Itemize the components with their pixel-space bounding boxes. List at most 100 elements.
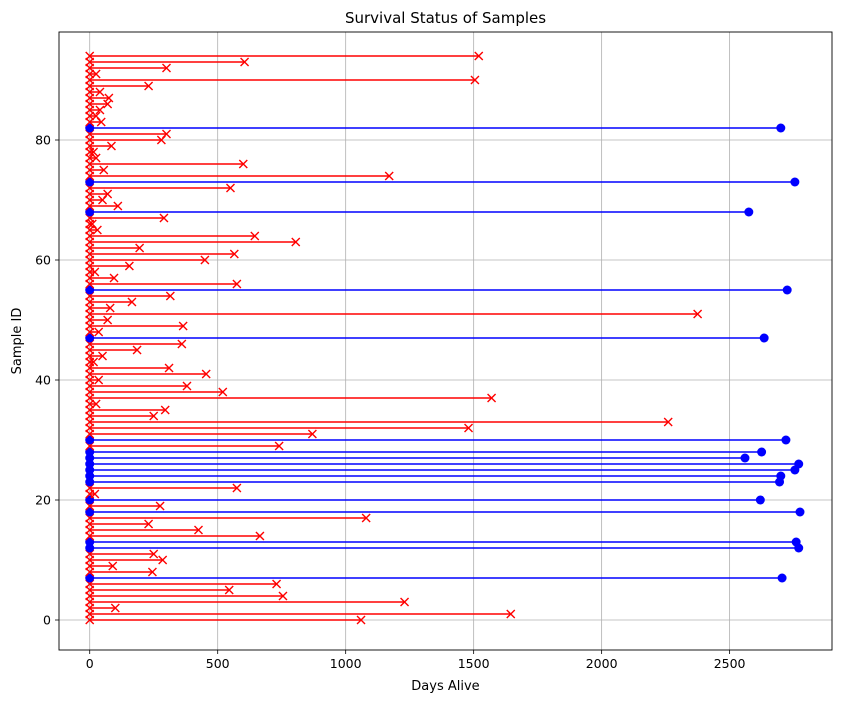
sample-18 bbox=[85, 507, 805, 517]
deceased-marker bbox=[272, 579, 282, 589]
sample-series bbox=[85, 51, 805, 625]
deceased-marker bbox=[113, 201, 123, 211]
deceased-marker bbox=[250, 231, 260, 241]
x-tick-label: 0 bbox=[86, 656, 94, 671]
deceased-marker bbox=[135, 243, 145, 253]
deceased-marker bbox=[291, 237, 301, 247]
start-marker bbox=[85, 447, 95, 457]
deceased-marker bbox=[162, 63, 171, 73]
sample-42 bbox=[85, 363, 174, 373]
deceased-marker bbox=[274, 441, 284, 451]
sample-13 bbox=[85, 537, 801, 547]
deceased-marker bbox=[178, 321, 188, 331]
plot-frame bbox=[58, 31, 833, 651]
deceased-marker bbox=[132, 345, 142, 355]
sample-34 bbox=[85, 411, 159, 421]
sample-88 bbox=[85, 87, 105, 97]
sample-82 bbox=[85, 123, 786, 133]
deceased-marker bbox=[155, 501, 165, 511]
y-tick-label: 80 bbox=[35, 133, 51, 148]
sample-41 bbox=[85, 369, 211, 379]
alive-marker bbox=[759, 333, 769, 343]
sample-39 bbox=[85, 381, 192, 391]
deceased-marker bbox=[238, 159, 248, 169]
sample-51 bbox=[85, 309, 703, 319]
y-tick-label: 20 bbox=[35, 493, 51, 508]
sample-54 bbox=[85, 291, 175, 301]
deceased-marker bbox=[232, 483, 242, 493]
alive-marker bbox=[790, 177, 800, 187]
deceased-marker bbox=[105, 303, 115, 313]
alive-marker bbox=[744, 207, 754, 217]
sample-92 bbox=[85, 63, 171, 73]
deceased-marker bbox=[106, 141, 116, 151]
deceased-marker bbox=[464, 423, 474, 433]
deceased-marker bbox=[103, 189, 113, 199]
deceased-marker bbox=[201, 369, 211, 379]
deceased-marker bbox=[160, 405, 170, 415]
sample-89 bbox=[85, 81, 154, 91]
sample-46 bbox=[85, 339, 187, 349]
alive-marker bbox=[777, 573, 787, 583]
deceased-marker bbox=[165, 291, 175, 301]
sample-30 bbox=[85, 435, 791, 445]
sample-69 bbox=[85, 201, 123, 211]
sample-76 bbox=[85, 159, 248, 169]
alive-marker bbox=[781, 435, 791, 445]
deceased-marker bbox=[232, 279, 242, 289]
deceased-marker bbox=[95, 87, 105, 97]
start-marker bbox=[85, 207, 95, 217]
x-tick-label: 1000 bbox=[330, 656, 362, 671]
deceased-marker bbox=[149, 549, 159, 559]
deceased-marker bbox=[95, 105, 105, 115]
alive-marker bbox=[755, 495, 765, 505]
deceased-marker bbox=[487, 393, 497, 403]
x-tick-label: 500 bbox=[206, 656, 230, 671]
sample-7 bbox=[85, 573, 787, 583]
sample-73 bbox=[85, 177, 800, 187]
deceased-marker bbox=[384, 171, 394, 181]
start-marker bbox=[85, 123, 95, 133]
deceased-marker bbox=[158, 555, 168, 565]
deceased-marker bbox=[110, 603, 120, 613]
deceased-marker bbox=[94, 327, 104, 337]
alive-marker bbox=[794, 459, 804, 469]
deceased-marker bbox=[144, 519, 154, 529]
deceased-marker bbox=[177, 339, 187, 349]
deceased-marker bbox=[218, 387, 228, 397]
deceased-marker bbox=[200, 255, 210, 265]
x-tick-label: 2000 bbox=[586, 656, 618, 671]
deceased-marker bbox=[159, 213, 169, 223]
alive-marker bbox=[782, 285, 792, 295]
sample-36 bbox=[85, 399, 101, 409]
chart-title: Survival Status of Samples bbox=[345, 9, 546, 27]
deceased-marker bbox=[89, 147, 99, 157]
deceased-marker bbox=[108, 561, 118, 571]
x-tick-label: 1500 bbox=[458, 656, 490, 671]
sample-55 bbox=[85, 285, 792, 295]
axis-ticks: 0 500 1000 1500 2000 2500 0 20 40 60 80 bbox=[35, 133, 745, 672]
deceased-marker bbox=[87, 219, 97, 229]
deceased-marker bbox=[255, 531, 265, 541]
deceased-marker bbox=[164, 363, 174, 373]
deceased-marker bbox=[400, 597, 410, 607]
sample-28 bbox=[85, 447, 767, 457]
deceased-marker bbox=[240, 57, 250, 67]
deceased-marker bbox=[94, 375, 104, 385]
alive-marker bbox=[791, 537, 801, 547]
start-marker bbox=[85, 51, 95, 61]
sample-68 bbox=[85, 207, 754, 217]
x-tick-label: 2500 bbox=[714, 656, 746, 671]
alive-marker bbox=[776, 123, 786, 133]
deceased-marker bbox=[104, 93, 114, 103]
start-marker bbox=[85, 285, 95, 295]
deceased-marker bbox=[124, 261, 134, 271]
start-marker bbox=[85, 573, 95, 583]
deceased-marker bbox=[474, 51, 484, 61]
deceased-marker bbox=[224, 585, 234, 595]
start-marker bbox=[85, 537, 95, 547]
x-axis-label: Days Alive bbox=[411, 679, 479, 694]
y-axis-label: Sample ID bbox=[10, 308, 25, 375]
start-marker bbox=[85, 333, 95, 343]
